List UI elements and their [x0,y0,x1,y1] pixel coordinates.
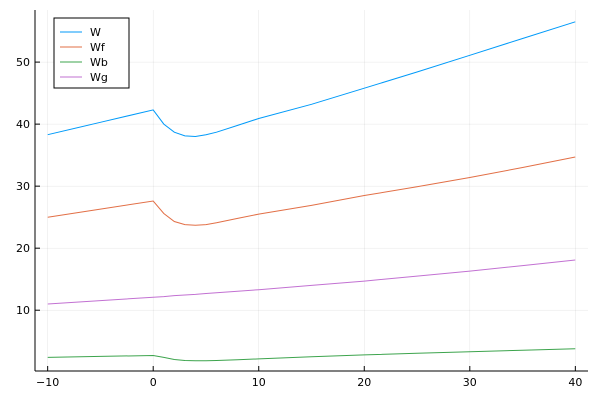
legend-label: W [90,26,101,39]
y-tick-label: 50 [16,56,30,69]
legend-label: Wb [90,56,108,69]
legend-label: Wf [90,41,106,54]
x-tick-label: −10 [36,376,59,389]
x-tick-label: 30 [463,376,477,389]
legend-box [53,17,130,89]
series-line-w [47,21,576,138]
series-line-wf [47,156,576,226]
x-tick-label: 0 [150,376,157,389]
y-tick-label: 20 [16,242,30,255]
x-tick-label: 40 [568,376,582,389]
x-tick-label: 20 [357,376,371,389]
x-tick-label: 10 [252,376,266,389]
y-tick-label: 40 [16,118,30,131]
y-tick-label: 30 [16,180,30,193]
series-line-wb [47,348,576,362]
y-tick-label: 10 [16,304,30,317]
legend-label: Wg [90,71,108,84]
series-line-wg [47,259,576,305]
